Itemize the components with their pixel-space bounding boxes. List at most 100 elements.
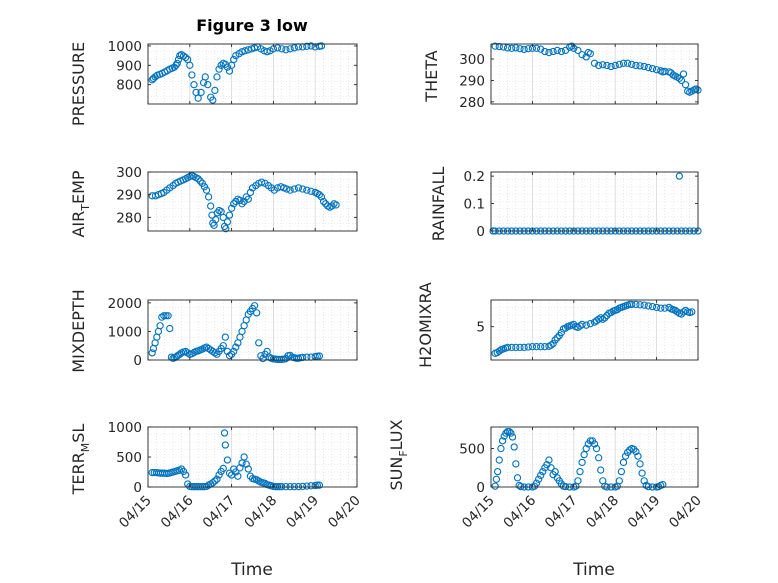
pressure-point xyxy=(204,80,212,89)
xlabel-left: Time xyxy=(230,560,273,580)
h2omixra-point xyxy=(636,301,644,309)
air-temp-ytick-label: 300 xyxy=(116,165,142,181)
air-temp-point xyxy=(196,177,204,185)
sun-flux-point xyxy=(502,429,510,437)
pressure-point xyxy=(172,61,180,69)
theta-point xyxy=(632,61,640,70)
mixdepth-point xyxy=(225,352,234,360)
h2omixra-point xyxy=(644,302,652,310)
theta-point xyxy=(586,49,595,58)
terr-msl-point xyxy=(223,456,232,464)
theta-point xyxy=(648,64,657,73)
ylabel-pressure: PRESSURE xyxy=(69,42,88,126)
h2omixra-point xyxy=(537,343,545,351)
mixdepth-ytick-label: 2000 xyxy=(108,296,142,312)
ylabel-terr-msl: TERRMSL xyxy=(69,424,92,496)
air-temp-point xyxy=(328,202,336,210)
h2omixra-point xyxy=(553,334,561,342)
air-temp-point xyxy=(319,197,328,206)
theta-axes-box xyxy=(490,43,699,105)
h2omixra-point xyxy=(613,305,621,314)
sun-flux-axes-bg xyxy=(491,427,698,487)
air-temp-point xyxy=(317,193,326,201)
h2omixra-point xyxy=(561,324,570,332)
mixdepth-point xyxy=(232,343,240,351)
air-temp-point xyxy=(223,218,232,226)
mixdepth-point xyxy=(253,309,261,317)
ylabel-terr-msl-sub: M xyxy=(79,443,92,453)
sun-flux-point xyxy=(638,469,646,477)
sun-flux-point xyxy=(532,479,541,487)
terr-msl-point xyxy=(236,464,244,472)
h2omixra-point xyxy=(528,343,537,351)
sun-flux-point xyxy=(617,467,626,476)
pressure-ytick-label: 800 xyxy=(116,78,142,94)
h2omixra-point xyxy=(688,308,696,316)
mixdepth-point xyxy=(164,312,172,320)
h2omixra-point xyxy=(551,336,559,344)
pressure-axes-box xyxy=(147,43,358,105)
sun-flux-point xyxy=(505,427,513,436)
air-temp-point xyxy=(290,185,298,193)
mixdepth-point xyxy=(211,349,219,357)
sun-flux-point xyxy=(551,467,559,476)
theta-point xyxy=(545,48,553,57)
terr-msl-xtick-label: 04/17 xyxy=(200,493,239,532)
theta-point xyxy=(578,51,586,59)
theta-point xyxy=(537,45,545,53)
h2omixra-point xyxy=(677,310,686,318)
h2omixra-point xyxy=(503,343,512,352)
mixdepth-point xyxy=(255,339,263,347)
sun-flux-point xyxy=(580,451,588,459)
terr-msl-point xyxy=(232,468,240,476)
sun-flux-point xyxy=(534,475,543,483)
pressure-point xyxy=(213,73,221,81)
mixdepth-point xyxy=(160,312,168,320)
air-temp-point xyxy=(202,186,211,194)
air-temp-point xyxy=(242,193,250,201)
ylabel-terr-msl-rest: SL xyxy=(69,424,88,443)
h2omixra-axes-box xyxy=(490,299,699,361)
terr-msl-xtick-label: 04/16 xyxy=(158,493,197,532)
sun-flux-point xyxy=(636,460,644,468)
mixdepth-point xyxy=(219,342,227,350)
figure-title: Figure 3 low xyxy=(196,16,308,35)
sun-flux-point xyxy=(621,452,630,460)
sun-flux-xtick-label: 04/19 xyxy=(625,493,664,532)
terr-msl-point xyxy=(215,471,223,479)
air-temp-point xyxy=(332,201,340,209)
theta-point xyxy=(503,44,512,52)
pressure-point xyxy=(278,45,286,53)
theta-point xyxy=(681,81,690,89)
air-temp-point xyxy=(246,188,255,197)
sun-flux-point xyxy=(493,467,502,476)
theta-point xyxy=(594,61,603,70)
h2omixra-point xyxy=(599,315,607,323)
terr-msl-ytick-label: 1000 xyxy=(108,420,142,436)
sun-flux-xtick-label: 04/20 xyxy=(666,493,705,532)
ylabel-sun-flux-rest: LUX xyxy=(387,419,406,450)
h2omixra-point xyxy=(495,347,503,355)
terr-msl-point xyxy=(219,464,227,473)
mixdepth-axes-box xyxy=(147,299,358,361)
theta-point xyxy=(520,45,528,54)
pressure-point xyxy=(282,46,290,54)
terr-msl-point xyxy=(242,460,250,468)
terr-msl-point xyxy=(221,441,229,449)
theta-point xyxy=(636,62,644,70)
pressure-point xyxy=(215,65,223,73)
h2omixra-point xyxy=(516,343,524,352)
mixdepth-point xyxy=(299,353,307,362)
ylabel-air-temp-main: AIR xyxy=(69,211,88,238)
terr-msl-point xyxy=(303,482,311,490)
subplot-pressure: 800 900 1000 xyxy=(108,39,358,105)
sun-flux-point xyxy=(640,477,648,485)
air-temp-point xyxy=(225,211,234,219)
air-temp-point xyxy=(207,202,215,210)
pressure-point xyxy=(181,53,190,62)
h2omixra-point xyxy=(520,343,528,352)
ylabel-air-temp: AIRTEMP xyxy=(69,170,92,237)
air-temp-ytick-label: 280 xyxy=(116,210,142,226)
ylabel-sun-flux: SUNFLUX xyxy=(387,419,410,490)
